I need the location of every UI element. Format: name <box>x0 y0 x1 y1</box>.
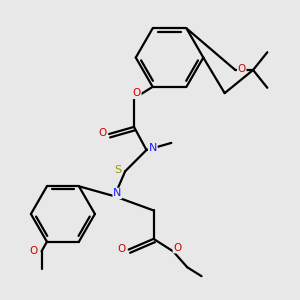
Text: S: S <box>114 165 122 175</box>
Text: N: N <box>113 188 122 198</box>
Text: N: N <box>149 143 157 153</box>
Text: O: O <box>173 243 182 253</box>
Text: O: O <box>238 64 246 74</box>
Text: O: O <box>29 246 37 256</box>
Text: O: O <box>133 88 141 98</box>
Text: O: O <box>117 244 126 254</box>
Text: O: O <box>98 128 106 138</box>
